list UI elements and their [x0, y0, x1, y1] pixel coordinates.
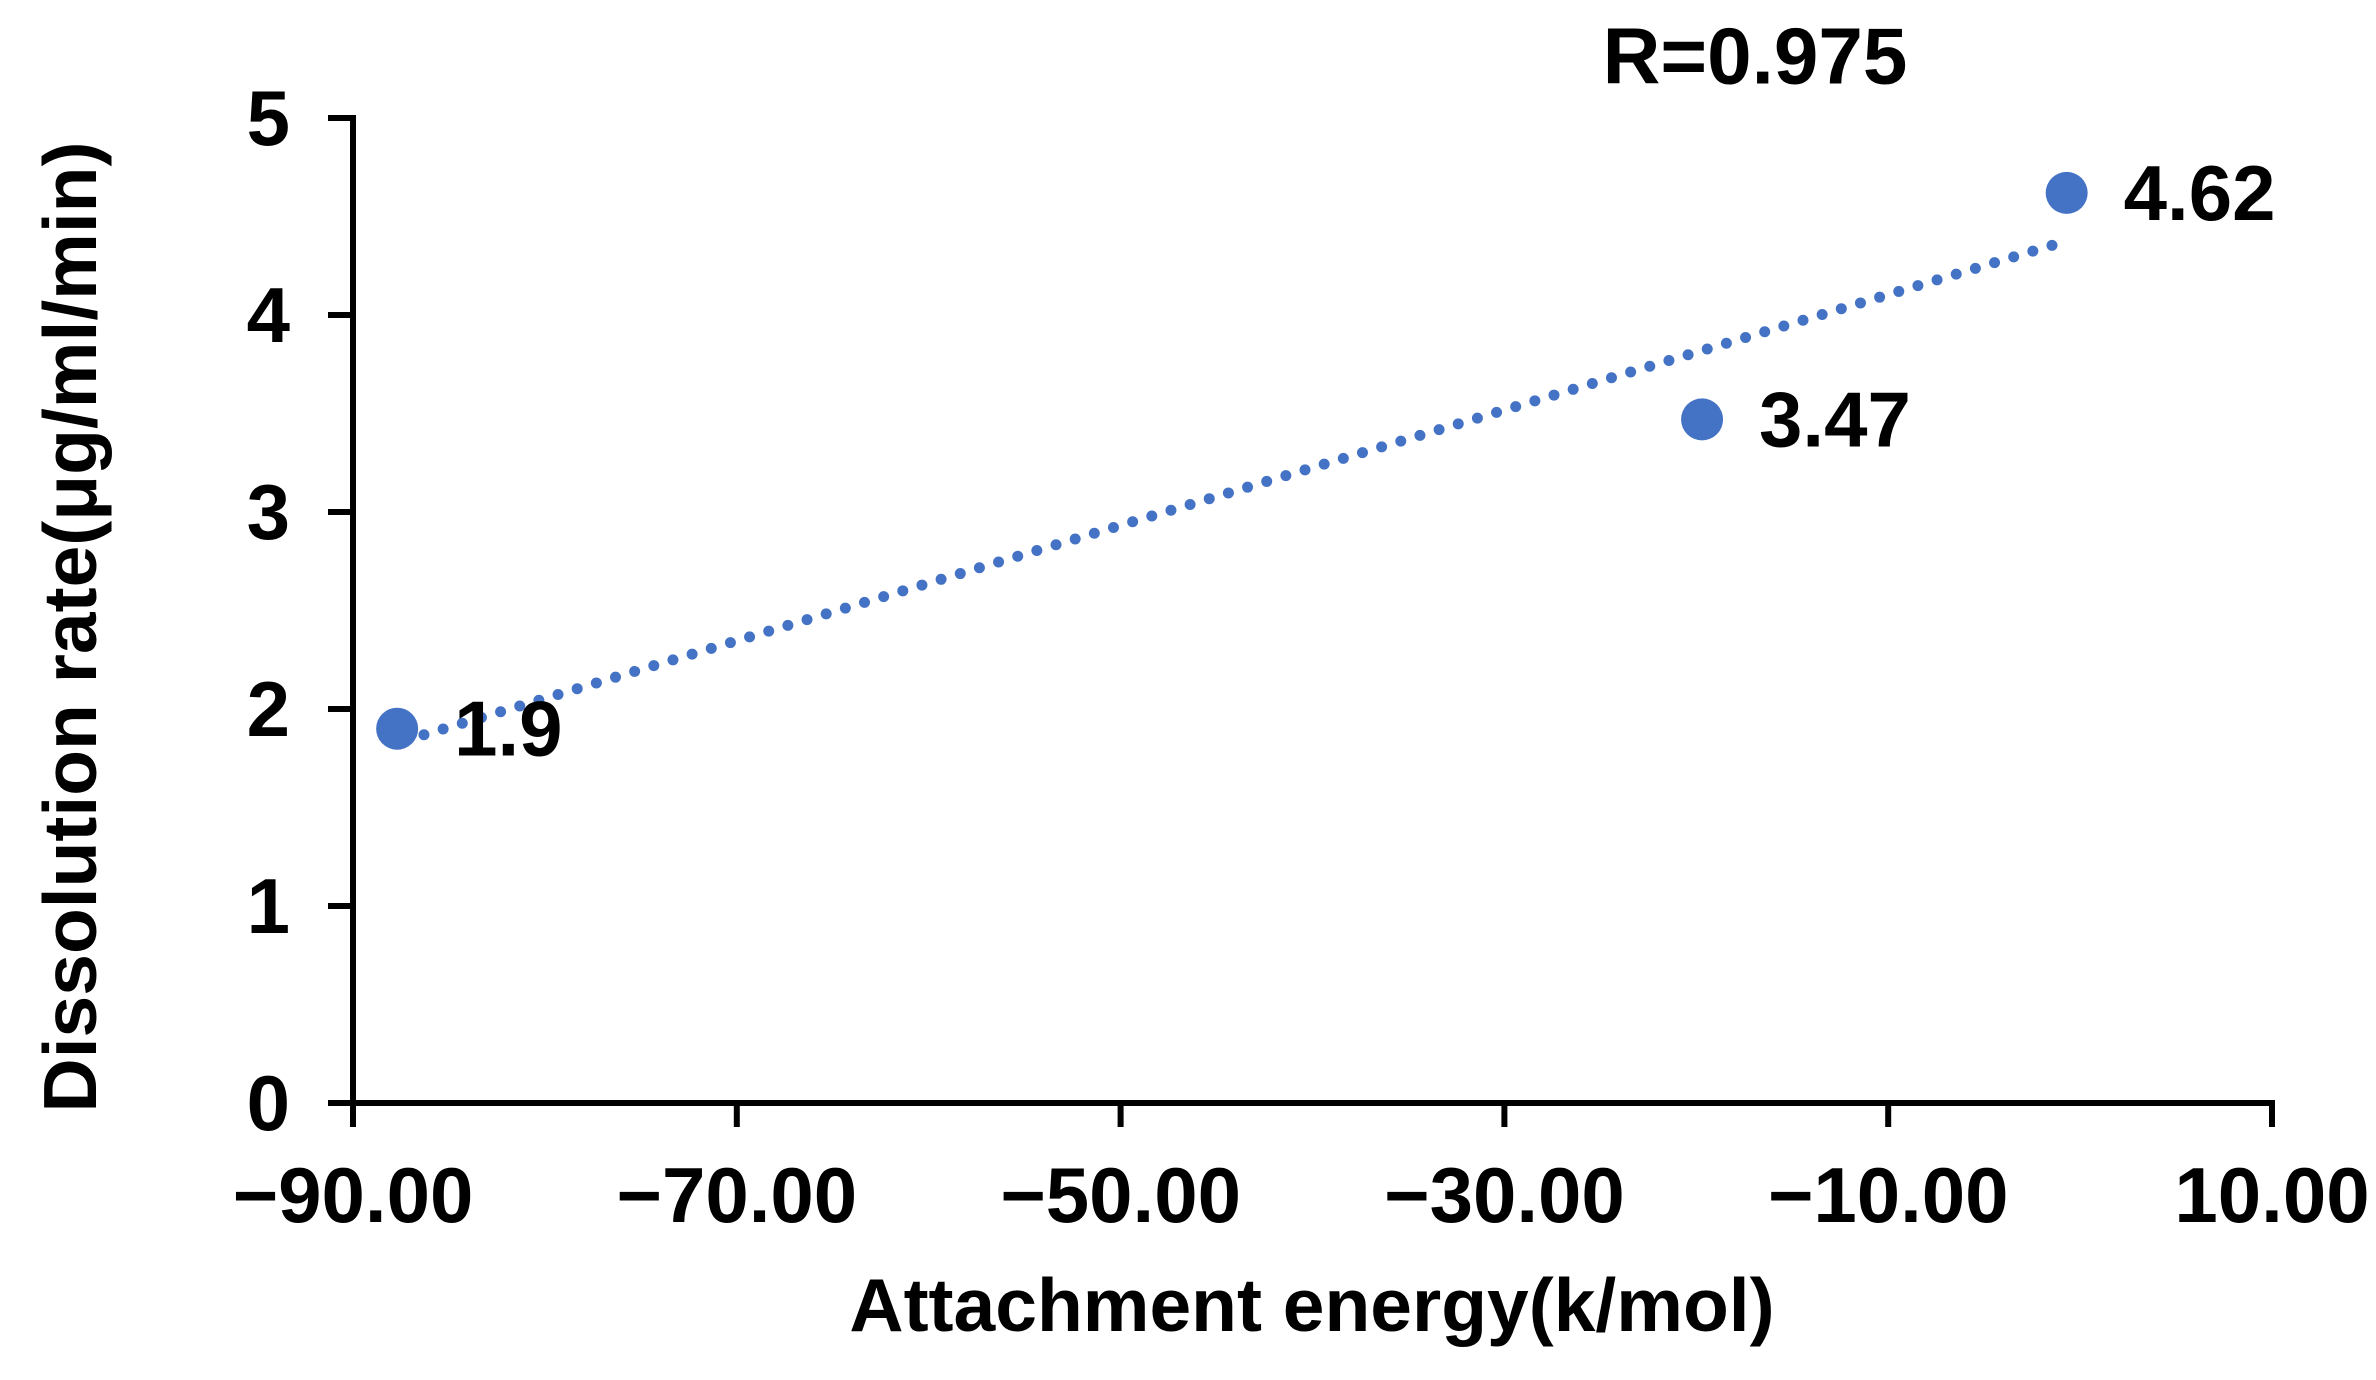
x-axis-ticks: [350, 1103, 2275, 1127]
data-point-label: 4.62: [2124, 149, 2276, 237]
data-point-label: 1.9: [454, 685, 562, 773]
x-tick-label: −30.00: [1384, 1151, 1625, 1239]
data-point: [376, 707, 419, 750]
y-tick-label: 4: [247, 271, 290, 359]
dotted-trendline: [399, 236, 2069, 747]
data-point: [2045, 171, 2088, 214]
data-points: [376, 171, 2088, 750]
y-axis-title: Dissolution rate(μg/ml/min): [28, 142, 112, 1113]
correlation-annotation: R=0.975: [1603, 12, 1908, 101]
data-point: [1681, 398, 1724, 441]
x-tick-label: −50.00: [1000, 1151, 1241, 1239]
y-tick-label: 3: [247, 468, 290, 556]
x-axis-title: Attachment energy(k/mol): [849, 1263, 1774, 1347]
x-tick-label: −70.00: [616, 1151, 857, 1239]
y-tick-label: 0: [247, 1059, 290, 1147]
x-tick-label: −10.00: [1768, 1151, 2009, 1239]
x-tick-label: 10.00: [2174, 1151, 2369, 1239]
y-axis-tick-labels: 0 1 2 3 4 5: [247, 74, 290, 1147]
y-tick-label: 1: [247, 862, 290, 950]
data-point-label: 3.47: [1759, 375, 1911, 463]
y-tick-label: 2: [247, 665, 290, 753]
x-tick-label: −90.00: [233, 1151, 474, 1239]
y-axis-ticks: [328, 115, 353, 1106]
axes: 0 1 2 3 4 5 −90.00 −70.00 −50.00 −30.00 −10.00 10.…: [233, 74, 2370, 1239]
x-axis-tick-labels: −90.00 −70.00 −50.00 −30.00 −10.00 10.00: [233, 1151, 2370, 1239]
data-point-labels: 1.9 3.47 4.62: [454, 149, 2275, 773]
y-tick-label: 5: [247, 74, 290, 162]
